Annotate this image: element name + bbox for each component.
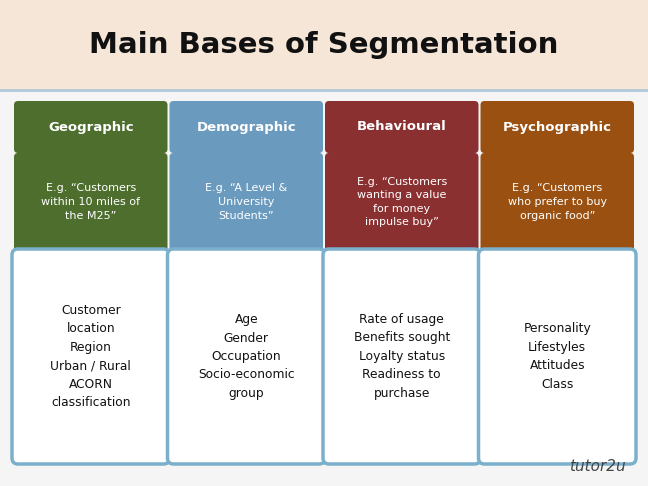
FancyBboxPatch shape: [167, 249, 325, 464]
FancyBboxPatch shape: [481, 101, 634, 153]
FancyBboxPatch shape: [0, 0, 648, 90]
FancyBboxPatch shape: [478, 249, 636, 464]
FancyBboxPatch shape: [14, 101, 167, 153]
FancyBboxPatch shape: [325, 153, 478, 251]
Text: Behavioural: Behavioural: [357, 121, 446, 134]
Text: Geographic: Geographic: [48, 121, 133, 134]
Text: Demographic: Demographic: [196, 121, 296, 134]
FancyBboxPatch shape: [12, 249, 170, 464]
Text: E.g. “Customers
within 10 miles of
the M25”: E.g. “Customers within 10 miles of the M…: [41, 183, 140, 221]
Text: Main Bases of Segmentation: Main Bases of Segmentation: [89, 31, 559, 59]
Text: E.g. “Customers
who prefer to buy
organic food”: E.g. “Customers who prefer to buy organi…: [507, 183, 607, 221]
FancyBboxPatch shape: [14, 153, 167, 251]
Text: Customer
location
Region
Urban / Rural
ACORN
classification: Customer location Region Urban / Rural A…: [51, 304, 131, 409]
Text: tutor2u: tutor2u: [570, 459, 626, 474]
FancyBboxPatch shape: [0, 90, 648, 486]
Text: E.g. “Customers
wanting a value
for money
impulse buy”: E.g. “Customers wanting a value for mone…: [356, 176, 447, 227]
Text: Personality
Lifestyles
Attitudes
Class: Personality Lifestyles Attitudes Class: [524, 322, 591, 391]
Text: Psychographic: Psychographic: [503, 121, 612, 134]
Text: E.g. “A Level &
University
Students”: E.g. “A Level & University Students”: [205, 183, 287, 221]
FancyBboxPatch shape: [481, 153, 634, 251]
Text: Age
Gender
Occupation
Socio-economic
group: Age Gender Occupation Socio-economic gro…: [198, 313, 295, 400]
FancyBboxPatch shape: [170, 101, 323, 153]
Text: Rate of usage
Benefits sought
Loyalty status
Readiness to
purchase: Rate of usage Benefits sought Loyalty st…: [354, 313, 450, 400]
FancyBboxPatch shape: [325, 101, 478, 153]
FancyBboxPatch shape: [323, 249, 481, 464]
FancyBboxPatch shape: [170, 153, 323, 251]
